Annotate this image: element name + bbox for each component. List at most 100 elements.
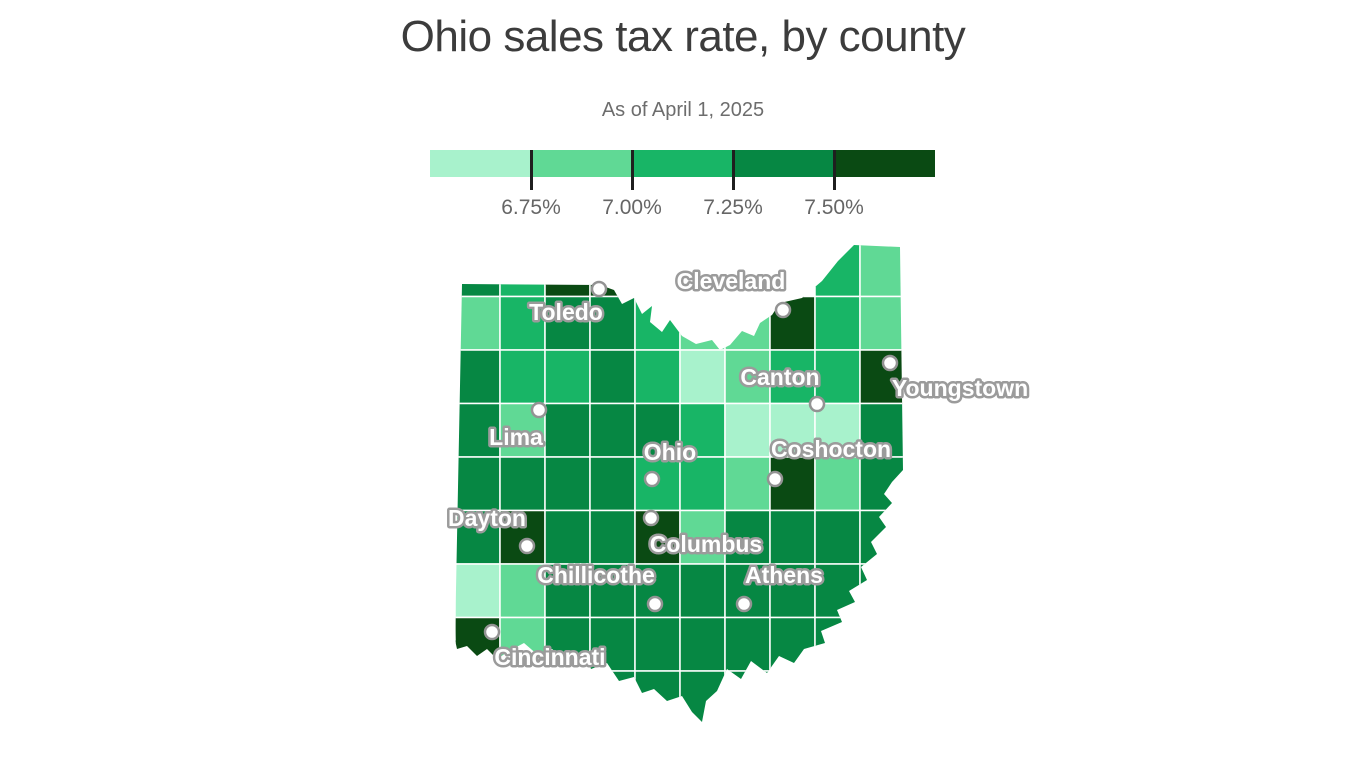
county-cell: [634, 349, 681, 405]
city-label: Dayton: [448, 505, 526, 531]
county-cell: [455, 295, 501, 351]
city-dot: [530, 401, 548, 419]
county-cell: [634, 616, 681, 672]
county-cell: [499, 295, 546, 351]
county-cell: [544, 295, 591, 351]
legend-swatch: [430, 150, 531, 177]
page-title: Ohio sales tax rate, by county: [400, 12, 966, 61]
county-cell: [679, 670, 726, 722]
county-cell: [679, 295, 726, 351]
county-cell: [455, 509, 501, 565]
city-label: Coshocton: [771, 436, 891, 462]
county-cell: [679, 563, 726, 619]
city-label: Athens: [745, 562, 823, 588]
county-cell: [724, 616, 771, 672]
city-dot: [518, 537, 536, 555]
county-cell: [769, 349, 816, 405]
city-dot: [643, 470, 661, 488]
county-cell: [455, 563, 501, 619]
county-cell: [724, 509, 771, 565]
county-cell: [859, 402, 903, 458]
county-cell: [679, 616, 726, 672]
county-cell: [455, 349, 501, 405]
city-label: Columbus: [650, 531, 762, 557]
city-label: Ohio: [644, 439, 696, 465]
city-dot: [483, 623, 501, 641]
legend-tick: [732, 150, 735, 190]
county-cell: [589, 509, 636, 565]
legend-tick-label: 7.50%: [804, 196, 864, 219]
county-cell: [724, 295, 771, 351]
county-cell: [544, 245, 591, 298]
legend-tick: [530, 150, 533, 190]
county-cell: [455, 245, 501, 298]
county-cell: [859, 295, 903, 351]
city-label: Cleveland: [677, 268, 786, 294]
city-label: Chillicothe: [537, 562, 655, 588]
county-cell: [589, 402, 636, 458]
city-dot: [646, 595, 664, 613]
legend-swatch: [632, 150, 733, 177]
legend-swatch: [834, 150, 935, 177]
county-cell: [769, 616, 816, 672]
county-cell: [499, 509, 546, 565]
county-cell: [589, 616, 636, 672]
county-cell: [544, 349, 591, 405]
county-cell: [544, 456, 591, 512]
county-cell: [814, 245, 861, 298]
county-cell: [769, 509, 816, 565]
legend-swatch: [531, 150, 632, 177]
city-dot: [642, 509, 660, 527]
county-cell: [455, 456, 501, 512]
city-label: Toledo: [529, 299, 603, 325]
county-cell: [589, 295, 636, 351]
legend-tick-label: 6.75%: [501, 196, 561, 219]
county-cell: [724, 402, 771, 458]
county-cell: [814, 456, 861, 512]
legend-bar: [430, 150, 935, 177]
city-dot: [808, 395, 826, 413]
legend-tick: [833, 150, 836, 190]
county-cell: [544, 402, 591, 458]
page-subtitle: As of April 1, 2025: [601, 99, 765, 121]
county-cell: [544, 509, 591, 565]
county-cell: [679, 402, 726, 458]
county-cell: [499, 563, 546, 619]
legend-tick-label: 7.25%: [703, 196, 763, 219]
county-cell: [499, 349, 546, 405]
county-cell: [814, 509, 861, 565]
county-cell: [859, 245, 903, 298]
county-cell: [769, 402, 816, 458]
city-label: Cincinnati: [494, 644, 605, 670]
county-cell: [724, 563, 771, 619]
city-dot: [735, 595, 753, 613]
legend-tick: [631, 150, 634, 190]
city-label: Lima: [489, 424, 543, 450]
city-dot: [590, 280, 608, 298]
county-cell: [769, 295, 816, 351]
county-cell: [724, 456, 771, 512]
county-cell: [859, 509, 903, 565]
city-label-layer: Cleveland Toledo Canton Youngstown Lima Ohio C…: [446, 266, 1031, 673]
county-cell: [814, 616, 861, 672]
county-cell: [859, 456, 903, 512]
county-cell: [814, 349, 861, 405]
county-cell: [634, 295, 681, 351]
city-dot-layer: [483, 280, 899, 641]
city-dot: [881, 354, 899, 372]
county-cell: [634, 670, 681, 722]
legend-swatch: [733, 150, 834, 177]
county-cell: [679, 509, 726, 565]
county-cell: [724, 670, 771, 722]
city-dot: [774, 301, 792, 319]
county-cell: [679, 349, 726, 405]
county-cell: [499, 245, 546, 298]
county-cell: [679, 456, 726, 512]
legend: 6.75% 7.00% 7.25% 7.50%: [430, 150, 935, 230]
county-cell: [589, 456, 636, 512]
county-cell: [769, 563, 816, 619]
county-cell: [589, 670, 636, 722]
county-cell: [589, 349, 636, 405]
